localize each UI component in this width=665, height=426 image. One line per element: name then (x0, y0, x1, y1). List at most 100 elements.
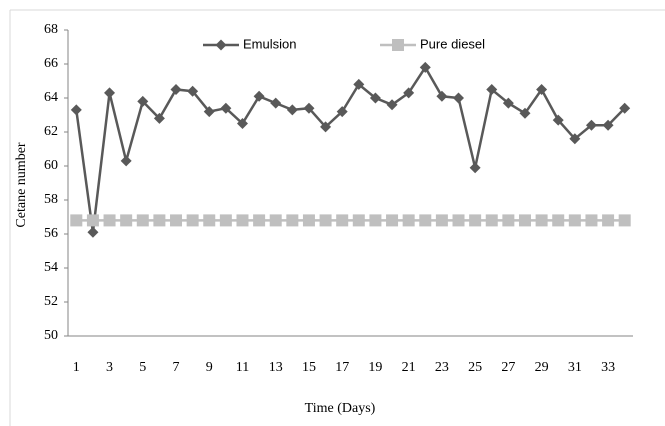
marker (485, 214, 498, 227)
x-tick-label: 7 (173, 360, 180, 375)
marker (104, 87, 116, 99)
marker (585, 214, 598, 227)
y-axis-title: Cetane number (14, 142, 29, 227)
marker (469, 162, 481, 174)
marker (403, 87, 415, 99)
x-tick-label: 17 (335, 360, 349, 375)
marker (187, 85, 199, 97)
marker (70, 104, 82, 116)
marker (369, 214, 382, 227)
x-tick-label: 5 (139, 360, 146, 375)
marker (386, 99, 398, 111)
marker (536, 84, 548, 95)
marker (103, 214, 116, 227)
y-tick-label: 50 (44, 328, 58, 343)
marker (186, 214, 199, 227)
x-tick-label: 1 (73, 360, 80, 375)
marker (236, 214, 249, 227)
marker (336, 106, 348, 118)
x-tick-label: 21 (402, 360, 416, 375)
marker (170, 84, 182, 95)
marker (253, 214, 266, 227)
x-tick-label: 9 (206, 360, 213, 375)
x-axis-title: Time (Days) (305, 401, 376, 416)
marker (70, 214, 83, 227)
x-tick-label: 27 (501, 360, 515, 375)
marker (336, 214, 349, 227)
x-tick-label: 25 (468, 360, 482, 375)
marker (519, 107, 531, 119)
y-tick-label: 52 (44, 294, 58, 309)
x-tick-label: 33 (601, 360, 615, 375)
series-line (75, 65, 626, 233)
x-tick-label: 13 (269, 360, 283, 375)
marker (469, 214, 482, 227)
marker (402, 214, 415, 227)
marker (535, 214, 548, 227)
legend-label: Emulsion (243, 36, 296, 51)
marker (435, 214, 448, 227)
marker (419, 214, 432, 227)
marker (386, 214, 399, 227)
y-tick-label: 62 (44, 124, 58, 139)
marker (618, 214, 631, 227)
marker (369, 92, 381, 104)
marker (602, 214, 615, 227)
marker (502, 214, 515, 227)
x-tick-label: 29 (535, 360, 549, 375)
marker (137, 95, 149, 107)
marker (419, 61, 431, 73)
y-tick-label: 56 (44, 226, 58, 241)
marker (203, 106, 215, 118)
marker (203, 214, 216, 227)
y-tick-label: 66 (44, 56, 58, 71)
marker (87, 226, 99, 238)
marker (219, 214, 232, 227)
marker (286, 214, 299, 227)
marker (353, 78, 365, 90)
y-tick-label: 60 (44, 158, 58, 173)
marker (569, 133, 581, 145)
marker (568, 214, 581, 227)
y-tick-label: 68 (44, 22, 58, 37)
x-tick-label: 19 (368, 360, 382, 375)
marker (619, 102, 631, 114)
marker (552, 114, 564, 126)
marker (602, 119, 614, 131)
x-tick-label: 3 (106, 360, 113, 375)
marker (253, 90, 265, 102)
marker (269, 214, 282, 227)
marker (286, 104, 298, 116)
marker (552, 214, 565, 227)
marker (452, 214, 465, 227)
marker (270, 97, 282, 109)
marker (518, 214, 531, 227)
marker (153, 214, 166, 227)
x-tick-label: 11 (236, 360, 249, 375)
legend-label: Pure diesel (420, 36, 485, 51)
marker (120, 214, 133, 227)
marker (302, 214, 315, 227)
y-tick-label: 58 (44, 192, 58, 207)
marker (436, 90, 448, 102)
y-tick-label: 64 (44, 90, 58, 105)
marker (352, 214, 365, 227)
marker (319, 214, 332, 227)
marker (585, 119, 597, 131)
y-tick-label: 54 (44, 260, 58, 275)
marker (153, 112, 165, 124)
marker (170, 214, 183, 227)
marker (220, 102, 232, 114)
legend-marker (392, 39, 404, 51)
marker (502, 97, 514, 109)
legend-marker (215, 39, 227, 51)
x-tick-label: 23 (435, 360, 449, 375)
marker (303, 102, 315, 114)
marker (120, 155, 132, 167)
x-tick-label: 15 (302, 360, 316, 375)
marker (453, 92, 465, 104)
marker (320, 121, 332, 133)
marker (86, 214, 99, 227)
x-tick-label: 31 (568, 360, 582, 375)
